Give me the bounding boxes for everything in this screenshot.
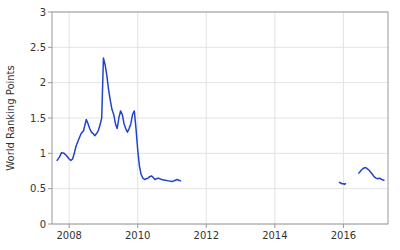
x-tick-label: 2010 — [125, 230, 150, 241]
x-tick — [69, 224, 70, 228]
x-tick — [206, 224, 207, 228]
y-tick-label: 1 — [40, 148, 46, 159]
y-tick — [48, 153, 52, 154]
y-axis-label: World Ranking Points — [5, 65, 16, 171]
x-tick-label: 2014 — [262, 230, 287, 241]
x-tick-label: 2016 — [331, 230, 356, 241]
y-tick-label: 3 — [40, 7, 46, 18]
y-grid-line — [52, 47, 388, 48]
line-series — [57, 58, 180, 182]
line-series — [339, 182, 345, 184]
axes: 2008 2010 2012 2014 2016 0 0.5 1 1.5 2 2.5 3 — [30, 7, 356, 242]
x-tick — [274, 224, 275, 228]
y-tick-label: 1.5 — [30, 113, 46, 124]
x-tick-label: 2012 — [194, 230, 219, 241]
y-tick — [48, 224, 52, 225]
y-tick — [48, 12, 52, 13]
y-grid-line — [52, 153, 388, 154]
y-tick-label: 2 — [40, 77, 46, 88]
y-tick-label: 0 — [40, 219, 46, 230]
y-tick — [48, 82, 52, 83]
y-tick — [48, 47, 52, 48]
line-series — [359, 167, 384, 180]
lines — [57, 58, 384, 184]
grid — [52, 12, 388, 224]
x-tick — [343, 224, 344, 228]
y-tick — [48, 118, 52, 119]
y-grid-line — [52, 188, 388, 189]
plot-frame — [52, 12, 388, 224]
y-tick-label: 0.5 — [30, 183, 46, 194]
x-tick — [137, 224, 138, 228]
y-tick — [48, 188, 52, 189]
x-tick-label: 2008 — [56, 230, 81, 241]
chart: 2008 2010 2012 2014 2016 0 0.5 1 1.5 2 2.5 3 World R… — [0, 0, 400, 250]
y-tick-label: 2.5 — [30, 42, 46, 53]
